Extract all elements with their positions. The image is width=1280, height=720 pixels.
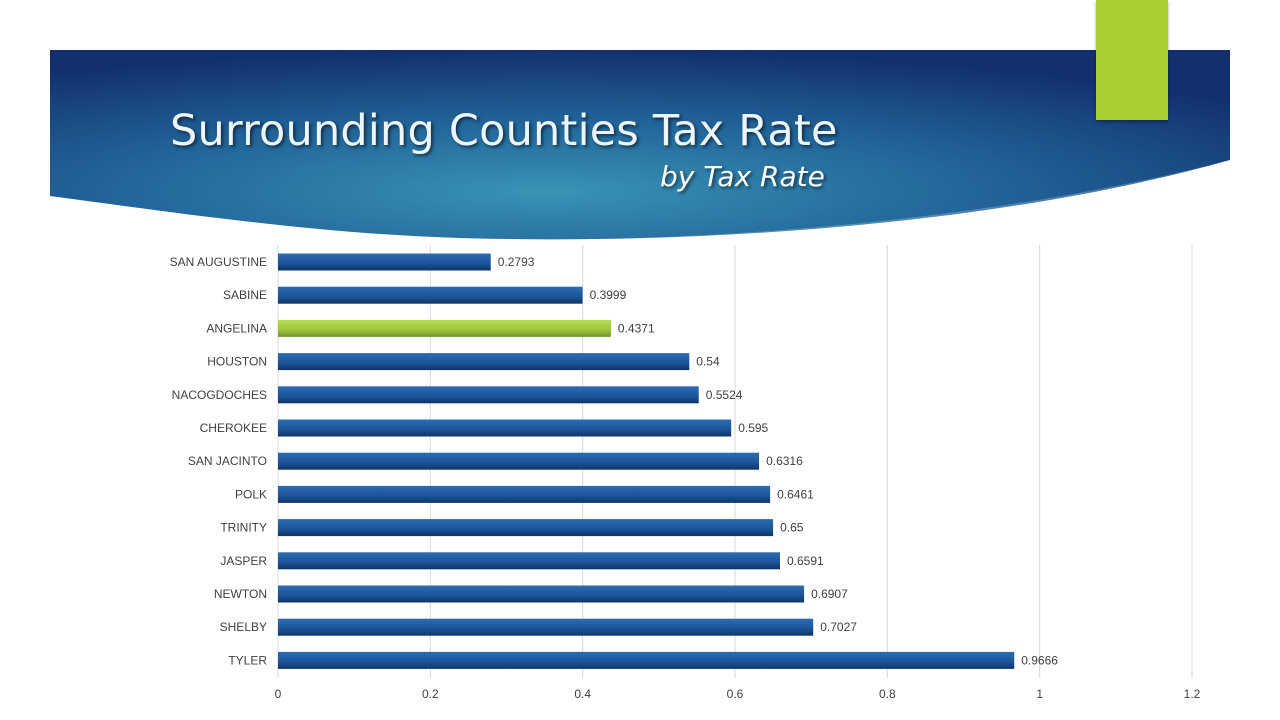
- bar-highlight: [278, 319, 611, 337]
- category-label: SAN JACINTO: [188, 454, 267, 468]
- x-tick-label: 0.8: [879, 687, 896, 701]
- x-tick-label: 1: [1036, 687, 1043, 701]
- bar: [278, 618, 814, 636]
- category-label: TRINITY: [220, 521, 267, 535]
- x-tick-label: 0: [275, 687, 282, 701]
- data-label: 0.6316: [766, 454, 803, 468]
- category-label: ANGELINA: [206, 321, 267, 335]
- data-label: 0.54: [696, 355, 720, 369]
- bar: [278, 519, 774, 537]
- category-label: HOUSTON: [207, 355, 267, 369]
- bar: [278, 253, 491, 271]
- data-label: 0.9666: [1021, 653, 1058, 667]
- bars: [278, 253, 1015, 669]
- data-label: 0.2793: [498, 255, 535, 269]
- labels: 0 0.2 0.4 0.6 0.8 1 1.2 SAN AUGUSTINE 0.2793 SABI…: [170, 255, 1201, 701]
- data-label: 0.595: [738, 421, 768, 435]
- x-tick-label: 0.4: [574, 687, 591, 701]
- accent-bar: [1096, 0, 1168, 120]
- slide-subtitle: by Tax Rate: [660, 160, 825, 193]
- bar: [278, 386, 699, 404]
- category-label: TYLER: [228, 653, 267, 667]
- category-label: CHEROKEE: [200, 421, 267, 435]
- title-banner: [50, 50, 1230, 240]
- bar: [278, 485, 771, 503]
- x-tick-label: 0.2: [422, 687, 439, 701]
- slide-title: Surrounding Counties Tax Rate: [170, 106, 838, 156]
- data-label: 0.4371: [618, 321, 655, 335]
- bar: [278, 552, 781, 570]
- x-tick-label: 1.2: [1184, 687, 1201, 701]
- bar: [278, 651, 1015, 669]
- data-label: 0.7027: [820, 620, 857, 634]
- category-label: NACOGDOCHES: [172, 388, 267, 402]
- bar: [278, 286, 583, 304]
- data-label: 0.65: [780, 521, 804, 535]
- category-label: NEWTON: [214, 587, 267, 601]
- data-label: 0.6591: [787, 554, 824, 568]
- category-label: SAN AUGUSTINE: [170, 255, 267, 269]
- bar: [278, 452, 760, 470]
- bar: [278, 353, 690, 371]
- data-label: 0.6461: [777, 487, 814, 501]
- data-label: 0.6907: [811, 587, 848, 601]
- x-tick-label: 0.6: [727, 687, 744, 701]
- data-label: 0.5524: [706, 388, 743, 402]
- category-label: JASPER: [220, 554, 267, 568]
- bar: [278, 585, 805, 603]
- category-label: SHELBY: [220, 620, 267, 634]
- category-label: POLK: [235, 487, 267, 501]
- data-label: 0.3999: [590, 288, 627, 302]
- category-label: SABINE: [223, 288, 267, 302]
- bar: [278, 419, 732, 437]
